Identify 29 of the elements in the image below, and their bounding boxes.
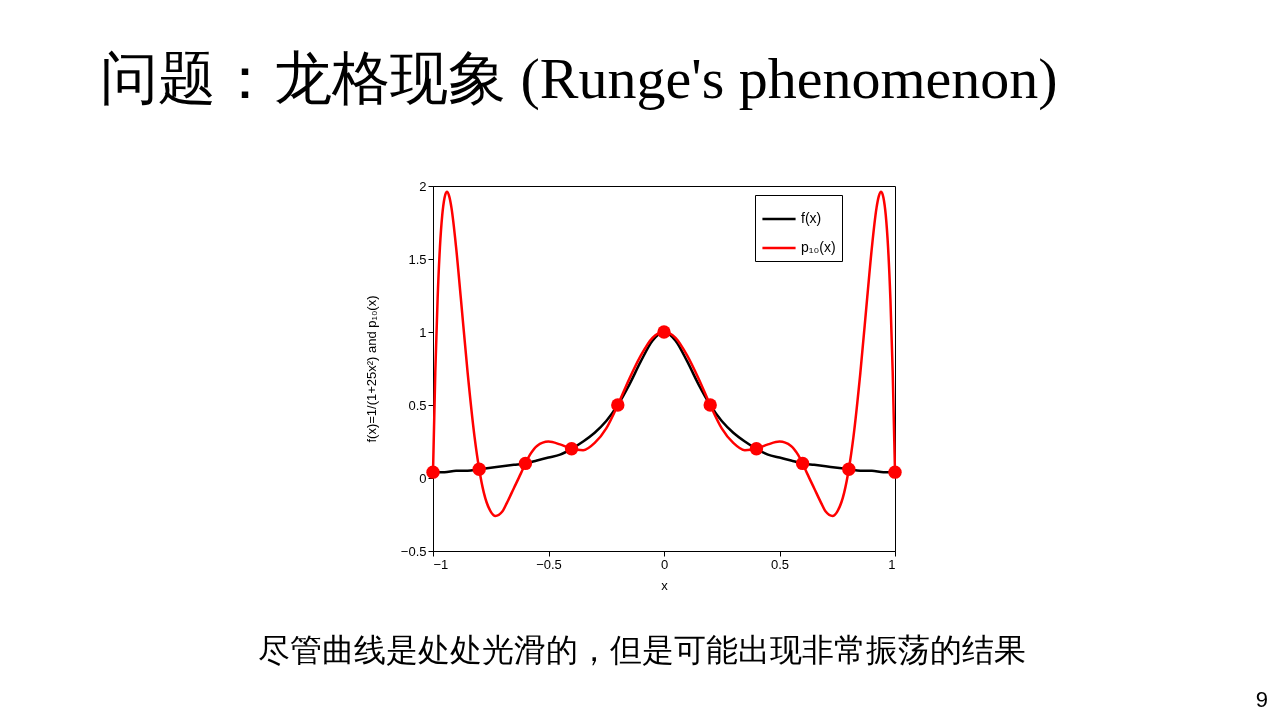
x-tick-label: 1	[888, 556, 896, 572]
x-tick-label: −0.5	[536, 556, 562, 572]
y-tick-label: 1.5	[408, 251, 427, 267]
y-tick-label: 1	[419, 324, 427, 340]
point	[703, 398, 717, 412]
point	[426, 465, 440, 479]
point	[888, 465, 902, 479]
y-tick-label: 0.5	[408, 397, 427, 413]
text: 尽管曲线是处处光滑的，但是可能出现非常振荡的结果	[258, 632, 1026, 668]
point	[611, 398, 625, 412]
x-tick-label: 0.5	[770, 556, 790, 572]
x-axis-title: x	[661, 577, 669, 593]
x-tick-label: −1	[433, 556, 449, 572]
point	[795, 456, 810, 471]
point	[518, 456, 533, 471]
point	[472, 462, 486, 476]
legend-label: p₁₀(x)	[801, 239, 836, 255]
point	[564, 442, 579, 456]
y-tick-label: −0.5	[400, 543, 427, 559]
chart-title: 问题：龙格现象 (Runge's phenomenon)	[100, 46, 1058, 111]
legend-label: f(x)	[801, 210, 822, 226]
y-axis-title: f(x)=1/(1+25x²) and p₁₀(x)	[363, 295, 379, 443]
point	[749, 442, 764, 456]
x-tick-label: 0	[660, 556, 669, 572]
text: 9	[1255, 687, 1268, 712]
point	[842, 462, 856, 476]
point	[657, 325, 671, 339]
y-tick-label: 2	[419, 178, 427, 194]
y-tick-label: 0	[419, 470, 427, 486]
